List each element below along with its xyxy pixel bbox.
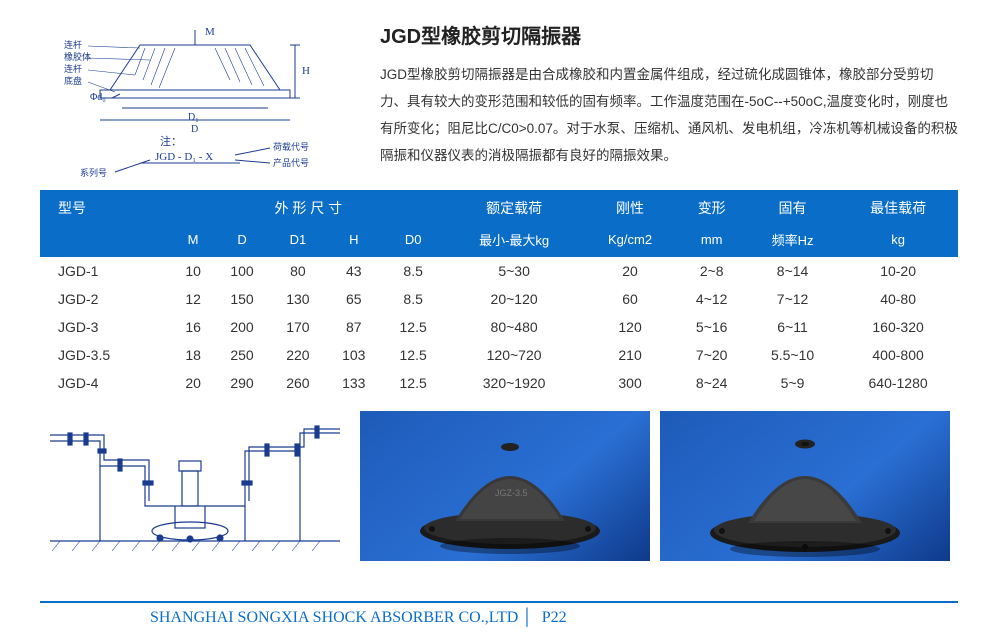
cross-section-diagram: M H 连杆 橡胶体 连杆 底盘 Φd₀ D₁ D bbox=[40, 20, 360, 180]
svg-text:系列号: 系列号 bbox=[80, 167, 107, 178]
svg-text:D₁: D₁ bbox=[188, 112, 199, 123]
product-title: JGD型橡胶剪切隔振器 bbox=[380, 20, 958, 49]
svg-text:D: D bbox=[191, 124, 198, 135]
piping-diagram bbox=[40, 411, 350, 561]
svg-text:连杆: 连杆 bbox=[64, 39, 82, 50]
svg-text:底盘: 底盘 bbox=[64, 75, 82, 86]
company-name: SHANGHAI SONGXIA SHOCK ABSORBER CO.,LTD bbox=[150, 609, 518, 626]
table-row: JGD-42029026013312.5320~19203008~245~964… bbox=[40, 369, 958, 397]
product-description: JGD型橡胶剪切隔振器是由合成橡胶和内置金属件组成，经过硫化成圆锥体，橡胶部分受… bbox=[380, 61, 958, 169]
page-number: P22 bbox=[536, 609, 567, 626]
footer-line: SHANGHAI SONGXIA SHOCK ABSORBER CO.,LTD│… bbox=[40, 609, 958, 627]
spec-table: 型号 外 形 尺 寸 额定载荷 刚性 变形 固有 最佳载荷 MDD1HD0最小-… bbox=[40, 190, 958, 397]
svg-text:连杆: 连杆 bbox=[64, 63, 82, 74]
svg-text:注：: 注： bbox=[160, 134, 182, 148]
table-row: JGD-212150130658.520~120604~127~1240-80 bbox=[40, 285, 958, 313]
svg-text:M: M bbox=[205, 26, 215, 38]
svg-text:H: H bbox=[302, 65, 310, 77]
table-row: JGD-3162001708712.580~4801205~166~11160-… bbox=[40, 313, 958, 341]
svg-text:橡胶体: 橡胶体 bbox=[64, 51, 91, 62]
table-row: JGD-11010080438.55~30202~88~1410-20 bbox=[40, 257, 958, 285]
product-photo-1: JGZ-3.5 bbox=[360, 411, 650, 561]
svg-text:JGD - D₁ - X: JGD - D₁ - X bbox=[155, 151, 213, 163]
svg-text:JGZ-3.5: JGZ-3.5 bbox=[495, 488, 528, 498]
table-header-row-2: MDD1HD0最小-最大kgKg/cm2mm频率Hzkg bbox=[40, 224, 958, 257]
svg-text:产品代号: 产品代号 bbox=[273, 157, 309, 168]
product-photo-2 bbox=[660, 411, 950, 561]
svg-text:Φd₀: Φd₀ bbox=[90, 92, 106, 103]
table-header-row-1: 型号 外 形 尺 寸 额定载荷 刚性 变形 固有 最佳载荷 bbox=[40, 190, 958, 224]
table-row: JGD-3.51825022010312.5120~7202107~205.5~… bbox=[40, 341, 958, 369]
svg-text:荷载代号: 荷载代号 bbox=[273, 141, 309, 152]
footer-rule bbox=[40, 601, 958, 603]
